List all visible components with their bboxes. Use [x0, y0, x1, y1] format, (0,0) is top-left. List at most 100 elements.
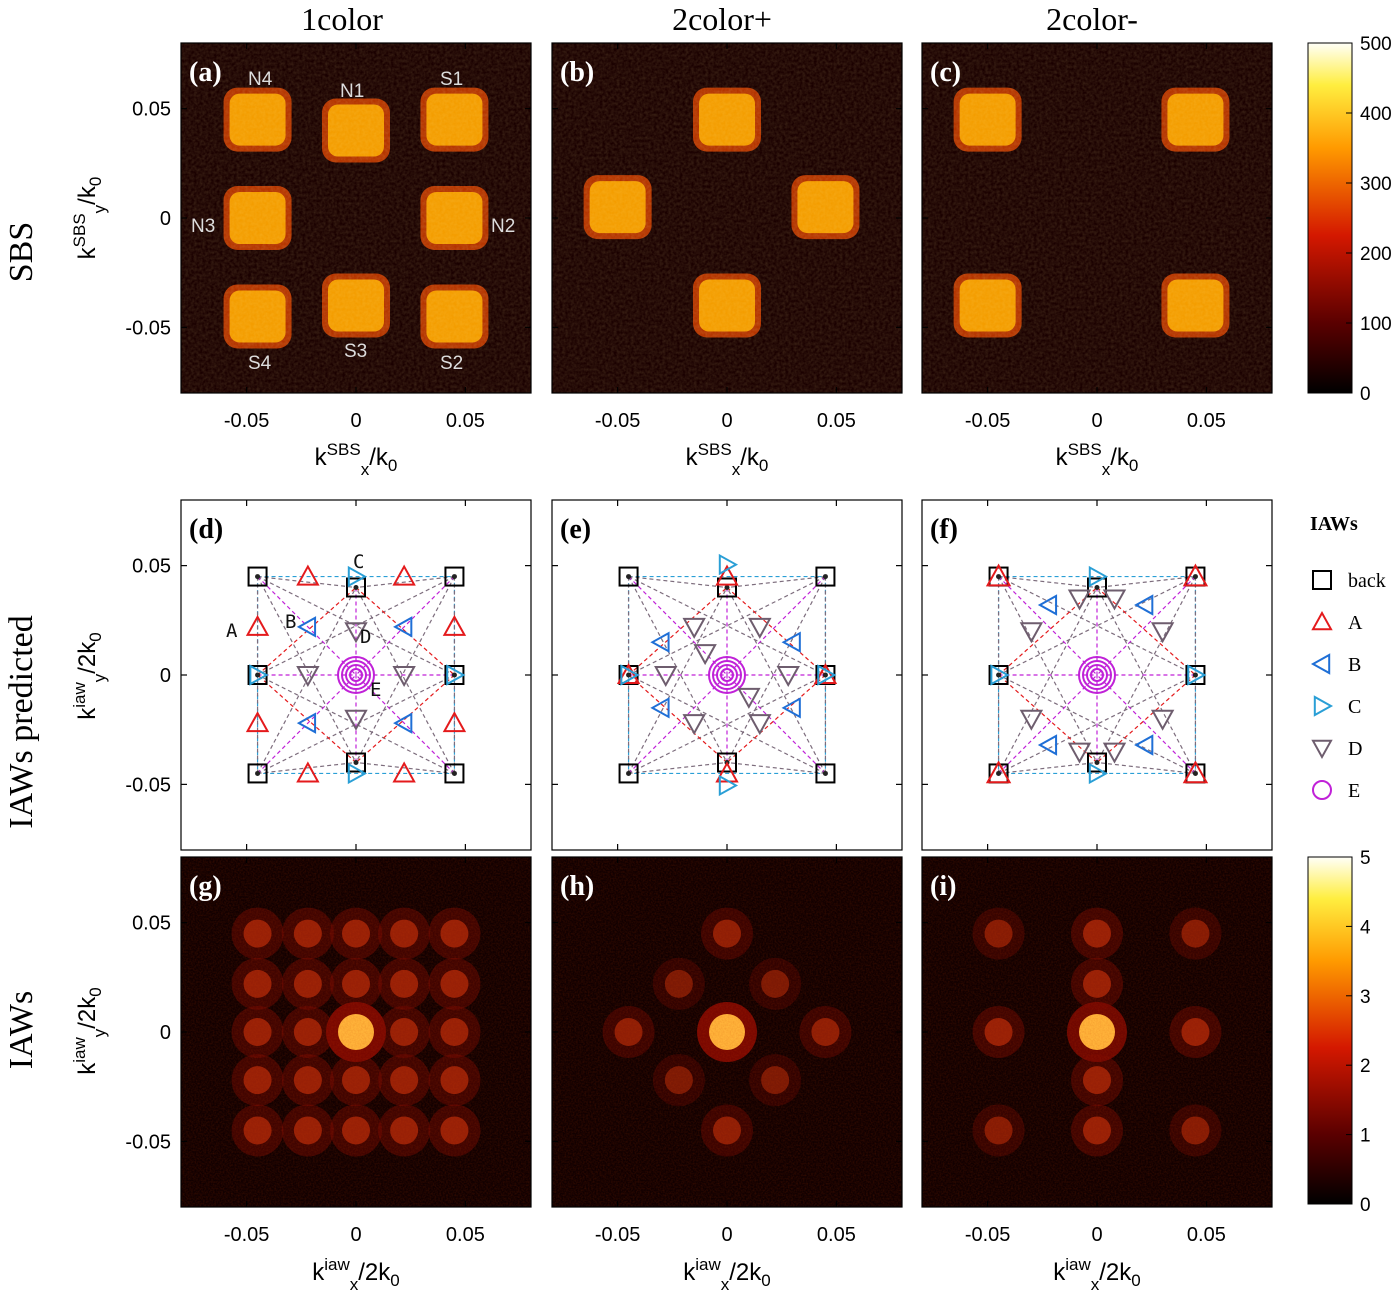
marker-triangle-up — [296, 761, 320, 783]
dot — [822, 672, 828, 678]
panel-noise — [922, 43, 1272, 393]
x-axis-label-sbs: kSBSx/k0 — [1056, 440, 1139, 479]
panel-letter: (d) — [189, 514, 223, 545]
x-tick-label: -0.05 — [965, 1224, 1011, 1246]
marker-circle — [712, 660, 742, 690]
marker-triangle-left — [650, 631, 670, 653]
sbs-panel-0 — [181, 43, 531, 393]
dot — [626, 672, 632, 678]
marker-triangle-right — [347, 565, 368, 588]
predicted-panel-1 — [552, 500, 902, 850]
iaw-panel-0 — [181, 857, 531, 1207]
dot — [626, 574, 632, 580]
iaw-panel-2 — [922, 857, 1272, 1207]
line — [998, 674, 1098, 774]
line — [355, 674, 455, 763]
marker-triangle-right — [620, 664, 640, 686]
colorbar-top-fill — [1307, 42, 1353, 394]
x-tick-label: -0.05 — [595, 1224, 641, 1246]
line — [257, 674, 455, 774]
panel-letter: (f) — [930, 514, 958, 545]
legend-item-C: C — [1313, 695, 1361, 718]
dot — [255, 672, 261, 678]
line — [1096, 587, 1196, 774]
y-tick-label: 0.05 — [132, 556, 171, 578]
marker-square — [247, 763, 268, 784]
marker-square — [717, 752, 737, 773]
marker-square — [444, 566, 465, 587]
marker-triangle-left — [296, 616, 317, 638]
predicted-panel-2 — [922, 500, 1272, 850]
marker-triangle-down — [654, 666, 678, 688]
spot-label-n1: N1 — [340, 81, 364, 102]
dot — [353, 760, 359, 765]
row-title-iaws-predicted: IAWs predicted — [3, 615, 40, 828]
sbs-panel-1 — [552, 43, 902, 393]
marker-triangle-down — [1102, 589, 1127, 611]
marker-circle — [349, 668, 363, 682]
line — [355, 576, 455, 676]
line — [257, 576, 455, 676]
marker-triangle-down — [344, 622, 368, 644]
panel-noise — [181, 43, 531, 393]
panels — [181, 43, 1272, 1207]
x-tick-label: 0.05 — [446, 1224, 485, 1246]
x-tick-label: 0 — [1091, 1224, 1102, 1246]
marker-circle — [708, 656, 746, 694]
legend-label: E — [1348, 780, 1360, 802]
line — [355, 761, 455, 775]
x-tick-label: -0.05 — [224, 410, 270, 432]
x-axis-label-iaw: kiawx/2k0 — [1053, 1255, 1141, 1294]
marker-square — [346, 577, 366, 598]
legend-label: back — [1348, 570, 1386, 592]
y-tick-label: 0 — [160, 1022, 171, 1044]
dot — [1192, 672, 1198, 678]
marker-triangle-up — [442, 711, 467, 733]
colorbar-tick-label: 500 — [1360, 34, 1392, 55]
line — [355, 674, 455, 774]
spot-label-n3: N3 — [191, 216, 215, 237]
marker-triangle-up — [442, 614, 467, 636]
line — [628, 587, 728, 676]
x-axis-label-sbs: kSBSx/k0 — [315, 440, 398, 479]
x-tick-label: 0 — [350, 410, 361, 432]
y-tick-label: 0.05 — [132, 99, 171, 121]
colorbar-tick-label: 1 — [1360, 1126, 1371, 1147]
marker-triangle-down — [748, 714, 772, 736]
x-axis-label-iaw: kiawx/2k0 — [683, 1255, 771, 1294]
line — [257, 575, 357, 589]
colorbar-tick-label: 0 — [1360, 384, 1371, 405]
marker-circle — [1086, 664, 1108, 686]
dot — [451, 770, 457, 776]
dot — [1192, 574, 1198, 580]
marker-triangle-down — [1150, 622, 1175, 644]
y-axis-label-iaw-predicted: kiawy/2k0 — [70, 632, 109, 720]
marker-triangle-right — [990, 664, 1010, 686]
mode-labels: A B C D E — [226, 551, 381, 701]
line — [726, 576, 826, 676]
legend-label: A — [1348, 612, 1363, 634]
marker-triangle-up — [392, 564, 416, 586]
marker-triangle-down — [682, 617, 706, 639]
x-tick-label: 0 — [350, 1224, 361, 1246]
dot — [996, 770, 1002, 776]
iaw-panel-1 — [552, 857, 902, 1207]
dot — [1094, 760, 1100, 765]
legend-item-E: E — [1312, 780, 1360, 802]
x-tick-label: 0.05 — [1187, 1224, 1226, 1246]
dot — [1094, 585, 1100, 590]
y-tick-label: -0.05 — [125, 1131, 171, 1153]
line — [998, 587, 1098, 774]
dot — [451, 574, 457, 580]
panel-letter: (c) — [930, 57, 961, 88]
x-tick-label: 0.05 — [1187, 410, 1226, 432]
legend-item-back: back — [1312, 570, 1386, 592]
marker-triangle-down — [1067, 589, 1092, 611]
line — [998, 575, 1098, 589]
y-tick-label: 0 — [160, 208, 171, 230]
marker-triangle-down — [776, 666, 800, 688]
x-tick-label: 0.05 — [817, 1224, 856, 1246]
marker-triangle-down — [748, 617, 772, 639]
